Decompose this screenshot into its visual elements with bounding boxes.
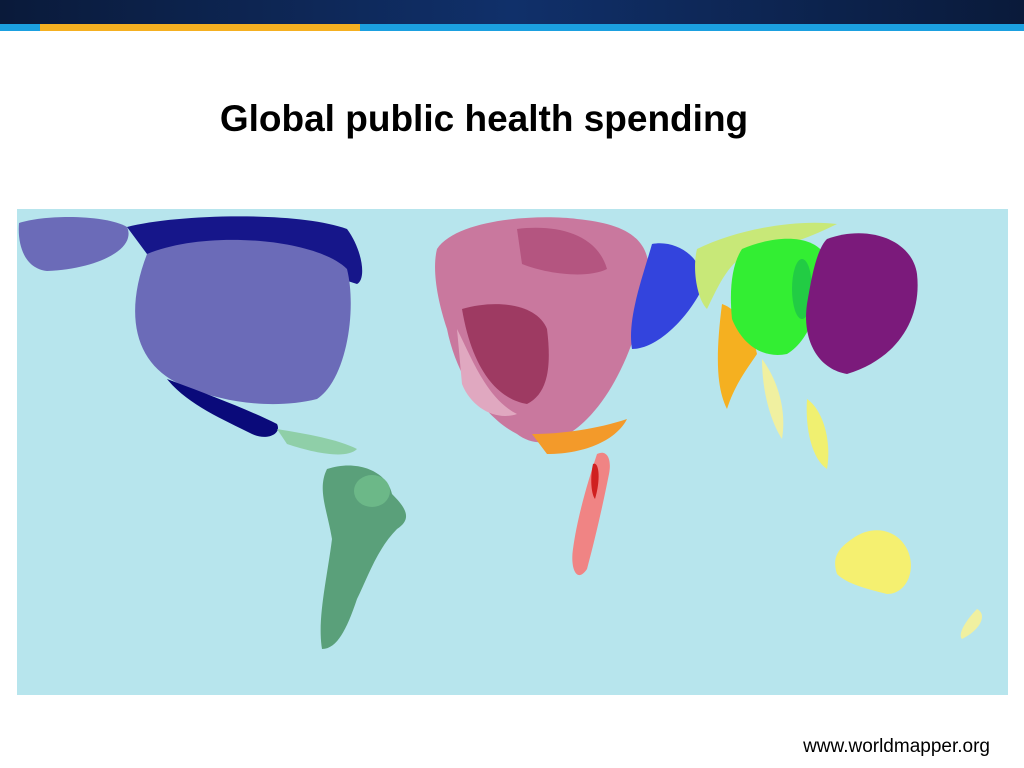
stripe-blue [0, 24, 40, 31]
usa [135, 239, 351, 405]
central-america [277, 429, 357, 455]
stripe-blue [360, 24, 1024, 31]
mexico [167, 379, 278, 437]
south-africa [591, 463, 599, 499]
cartogram-map [17, 209, 1008, 695]
japan [806, 233, 918, 374]
alaska [18, 217, 129, 271]
top-bar [0, 0, 1024, 24]
central-asia [695, 222, 837, 309]
africa [572, 452, 610, 576]
southeast-asia [762, 359, 784, 439]
australia [835, 530, 911, 594]
central-europe [517, 227, 607, 275]
russia [631, 243, 703, 349]
south-america [320, 465, 407, 649]
brazil-region [354, 475, 390, 507]
source-text: www.worldmapper.org [803, 736, 990, 757]
iberia [457, 329, 517, 416]
western-europe [462, 304, 549, 404]
indonesia [806, 399, 829, 469]
middle-east [532, 419, 627, 454]
slide-title: Global public health spending [219, 98, 749, 139]
stripe-orange [40, 24, 360, 31]
new-zealand [960, 609, 982, 639]
